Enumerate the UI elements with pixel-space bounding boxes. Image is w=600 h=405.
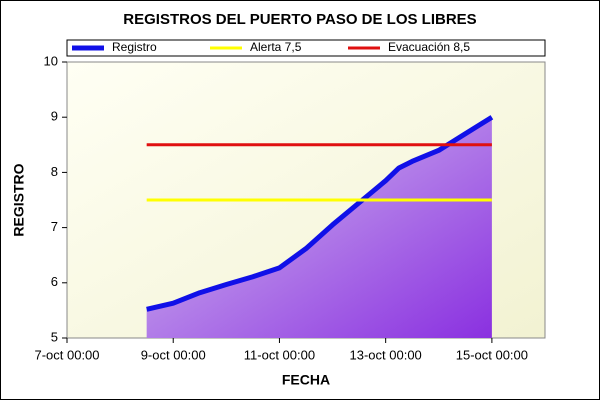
line <box>146 115 494 312</box>
y-tick-label: 5 <box>51 329 58 344</box>
y-tick-label: 9 <box>51 109 58 124</box>
x-tick-label: 11-oct 00:00 <box>244 347 315 362</box>
legend <box>66 39 546 57</box>
legend-label: Evacuación 8,5 <box>388 40 470 54</box>
y-axis-label: REGISTRO <box>11 163 27 236</box>
y-tick-label: 6 <box>51 274 58 289</box>
x-tick-label: 7-oct 00:00 <box>34 347 99 362</box>
x-axis-label: FECHA <box>282 372 330 388</box>
legend-label: Registro <box>112 40 157 54</box>
y-tick-label: 7 <box>51 219 58 234</box>
y-tick-label: 8 <box>51 164 58 179</box>
x-tick-label: 13-oct 00:00 <box>350 347 422 362</box>
chart-title: REGISTROS DEL PUERTO PASO DE LOS LIBRES <box>123 11 476 28</box>
x-tick-label: 15-oct 00:00 <box>456 347 528 362</box>
legend-label: Alerta 7,5 <box>250 40 302 54</box>
y-tick-label: 10 <box>44 53 58 68</box>
x-tick-label: 9-oct 00:00 <box>141 347 206 362</box>
